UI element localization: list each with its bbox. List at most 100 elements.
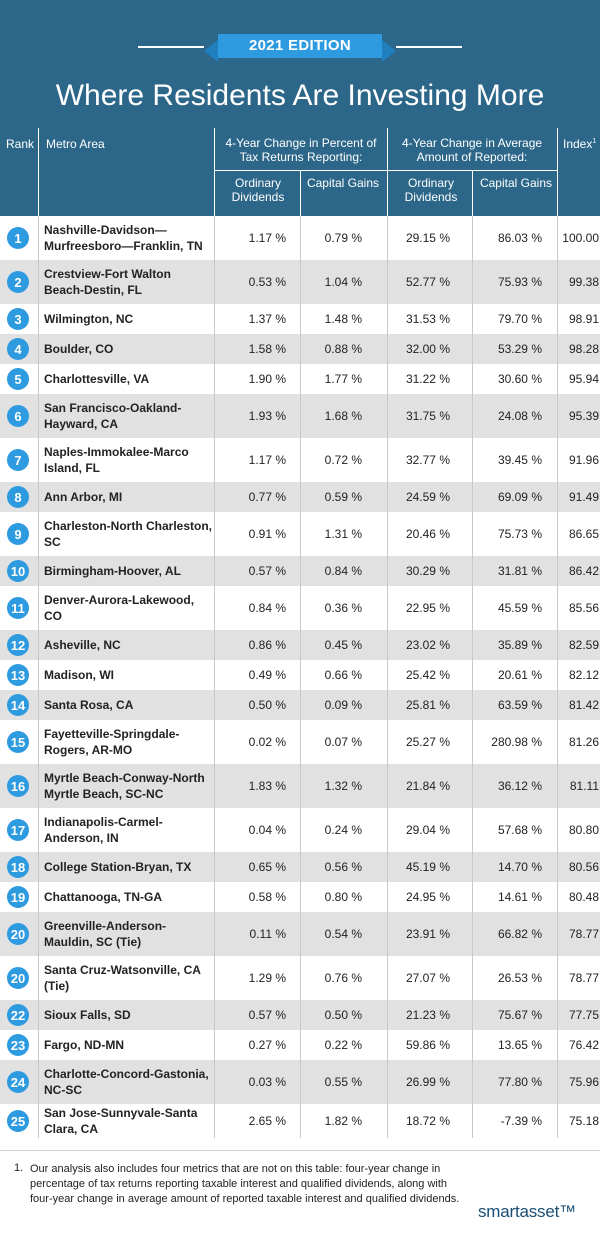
amount-ordinary-cell: 23.02 % — [405, 638, 450, 652]
column-divider — [214, 882, 215, 912]
column-divider — [300, 334, 301, 364]
rank-cell: 19 — [0, 882, 36, 912]
column-divider — [300, 586, 301, 630]
amount-capital-cell: 45.59 % — [497, 601, 542, 615]
column-divider — [214, 216, 215, 260]
table-row: 13 Madison, WI 0.49 % 0.66 % 25.42 % 20.61 % 8… — [0, 660, 600, 690]
column-divider — [38, 882, 39, 912]
percent-capital-cell: 0.59 % — [324, 490, 362, 504]
amount-capital-cell: 53.29 % — [497, 342, 542, 356]
column-divider — [38, 852, 39, 882]
table-row: 16 Myrtle Beach-Conway-North Myrtle Beach… — [0, 764, 600, 808]
column-divider — [38, 1000, 39, 1030]
percent-capital-cell: 0.45 % — [324, 638, 362, 652]
amount-ordinary-cell: 21.84 % — [405, 779, 450, 793]
column-divider — [300, 1104, 301, 1138]
rank-badge: 8 — [7, 486, 29, 508]
title-banner — [0, 0, 600, 128]
rank-badge: 20 — [7, 923, 29, 945]
column-divider — [38, 260, 39, 304]
index-cell: 98.91 — [568, 312, 599, 326]
header-divider — [300, 170, 301, 216]
column-divider — [214, 956, 215, 1000]
column-divider — [472, 1104, 473, 1138]
column-divider — [300, 216, 301, 260]
amount-capital-cell: 36.12 % — [497, 779, 542, 793]
amount-capital-cell: -7.39 % — [500, 1114, 542, 1128]
amount-ordinary-cell: 23.91 % — [405, 927, 450, 941]
column-divider — [557, 852, 558, 882]
table-header: Rank Metro Area 4-Year Change in Percent… — [0, 128, 600, 216]
amount-ordinary-cell: 29.15 % — [405, 231, 450, 245]
amount-ordinary-cell: 24.59 % — [405, 490, 450, 504]
column-divider — [472, 304, 473, 334]
index-cell: 76.42 — [568, 1038, 599, 1052]
index-cell: 91.49 — [568, 490, 599, 504]
column-divider — [472, 512, 473, 556]
column-divider — [300, 364, 301, 394]
amount-capital-cell: 35.89 % — [497, 638, 542, 652]
metro-area-cell: Asheville, NC — [44, 638, 121, 652]
column-divider — [300, 1000, 301, 1030]
column-divider — [387, 260, 388, 304]
column-divider — [472, 1030, 473, 1060]
column-divider — [387, 912, 388, 956]
table-row: 20 Greenville-Anderson-Mauldin, SC (Tie) 0… — [0, 912, 600, 956]
rank-cell: 16 — [0, 764, 36, 808]
column-divider — [300, 808, 301, 852]
column-divider — [387, 720, 388, 764]
header-divider — [472, 170, 473, 216]
column-divider — [557, 690, 558, 720]
percent-capital-cell: 0.07 % — [324, 735, 362, 749]
rank-cell: 18 — [0, 852, 36, 882]
amount-ordinary-cell: 18.72 % — [405, 1114, 450, 1128]
header-rank: Rank — [6, 137, 35, 151]
column-divider — [472, 1000, 473, 1030]
column-divider — [387, 956, 388, 1000]
amount-capital-cell: 63.59 % — [497, 698, 542, 712]
column-divider — [557, 882, 558, 912]
index-cell: 80.48 — [568, 890, 599, 904]
table-row: 22 Sioux Falls, SD 0.57 % 0.50 % 21.23 % 75.6… — [0, 1000, 600, 1030]
percent-ordinary-cell: 0.02 % — [248, 735, 286, 749]
column-divider — [214, 334, 215, 364]
metro-area-cell: Myrtle Beach-Conway-North Myrtle Beach, … — [44, 771, 205, 801]
edition-label: 2021 EDITION — [249, 37, 351, 54]
header-divider — [387, 128, 388, 216]
table-row: 24 Charlotte-Concord-Gastonia, NC-SC 0.03 … — [0, 1060, 600, 1104]
column-divider — [214, 394, 215, 438]
index-cell: 75.96 — [568, 1075, 599, 1089]
rank-badge: 3 — [7, 308, 29, 330]
column-divider — [214, 586, 215, 630]
column-divider — [557, 512, 558, 556]
column-divider — [472, 690, 473, 720]
index-cell: 78.77 — [568, 971, 599, 985]
column-divider — [387, 690, 388, 720]
column-divider — [387, 764, 388, 808]
edition-ribbon: 2021 EDITION — [0, 33, 600, 62]
column-divider — [38, 216, 39, 260]
column-divider — [38, 1030, 39, 1060]
metro-area-cell: Nashville-Davidson—Murfreesboro—Franklin… — [44, 223, 203, 253]
percent-ordinary-cell: 0.11 % — [249, 927, 286, 941]
column-divider — [387, 1030, 388, 1060]
column-divider — [214, 438, 215, 482]
column-divider — [38, 660, 39, 690]
percent-capital-cell: 1.77 % — [324, 372, 362, 386]
percent-ordinary-cell: 1.37 % — [248, 312, 286, 326]
rank-badge: 17 — [7, 819, 29, 841]
column-divider — [472, 1060, 473, 1104]
amount-ordinary-cell: 22.95 % — [405, 601, 450, 615]
column-divider — [300, 394, 301, 438]
column-divider — [472, 852, 473, 882]
percent-ordinary-cell: 2.65 % — [248, 1114, 286, 1128]
rank-cell: 11 — [0, 586, 36, 630]
header-divider — [214, 170, 557, 171]
rank-badge: 22 — [7, 1004, 29, 1026]
amount-ordinary-cell: 59.86 % — [405, 1038, 450, 1052]
metro-area-cell: Birmingham-Hoover, AL — [44, 564, 181, 578]
column-divider — [38, 720, 39, 764]
rank-badge: 19 — [7, 886, 29, 908]
percent-ordinary-cell: 0.77 % — [248, 490, 286, 504]
metro-area-cell: Boulder, CO — [44, 342, 114, 356]
